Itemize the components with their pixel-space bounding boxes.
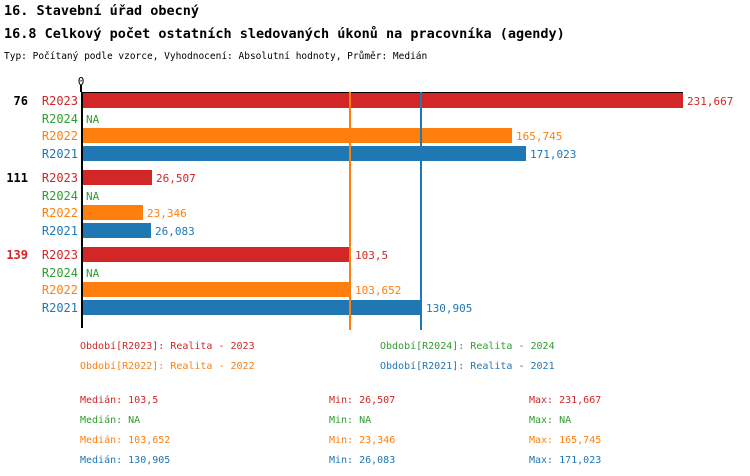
group-label: 139	[6, 248, 28, 262]
bar-value-label: NA	[86, 267, 100, 280]
bar-R2021	[83, 146, 526, 161]
bar-value-label: 103,5	[355, 249, 389, 262]
stat-max-R2022: Max: 165,745	[529, 435, 602, 446]
bar-R2021	[83, 223, 151, 238]
stat-median-R2024: Medián: NA	[80, 415, 141, 426]
stat-median-R2021: Medián: 130,905	[80, 455, 171, 466]
median-line-R2021	[420, 92, 422, 330]
indicator-title: 16.8 Celkový počet ostatních sledovaných…	[4, 26, 565, 42]
bar-value-label: 26,083	[155, 225, 195, 238]
stat-max-R2023: Max: 231,667	[529, 395, 602, 406]
bar-value-label: 26,507	[156, 172, 196, 185]
bar-R2023	[83, 93, 683, 108]
group-label: 76	[13, 94, 28, 108]
row-label-R2021: R2021	[41, 301, 78, 315]
row-label-R2023: R2023	[41, 248, 78, 262]
stat-max-R2024: Max: NA	[529, 415, 572, 426]
axis-left-line	[81, 92, 83, 328]
stat-min-R2024: Min: NA	[329, 415, 372, 426]
axis-zero-tick	[80, 85, 82, 92]
row-label-R2023: R2023	[41, 94, 78, 108]
bar-R2023	[83, 170, 152, 185]
stat-min-R2022: Min: 23,346	[329, 435, 396, 446]
row-label-R2021: R2021	[41, 147, 78, 161]
bar-value-label: 23,346	[147, 207, 187, 220]
legend-item-R2024: Období[R2024]: Realita - 2024	[380, 341, 555, 352]
median-line-R2022	[349, 92, 351, 330]
axis-zero-label: 0	[77, 75, 85, 88]
bar-value-label: 231,667	[687, 95, 734, 108]
bar-R2022	[83, 205, 143, 220]
group-label: 111	[6, 171, 28, 185]
bar-value-label: NA	[86, 190, 100, 203]
bar-value-label: 103,652	[355, 284, 402, 297]
bar-R2022	[83, 128, 512, 143]
bar-value-label: 130,905	[426, 302, 473, 315]
row-label-R2021: R2021	[41, 224, 78, 238]
bar-R2021	[83, 300, 422, 315]
bar-value-label: NA	[86, 113, 100, 126]
row-label-R2022: R2022	[41, 129, 78, 143]
row-label-R2024: R2024	[41, 266, 78, 280]
bar-R2023	[83, 247, 351, 262]
report-meta: Typ: Počítaný podle vzorce, Vyhodnocení:…	[4, 51, 428, 62]
stat-median-R2023: Medián: 103,5	[80, 395, 159, 406]
stat-min-R2021: Min: 26,083	[329, 455, 396, 466]
bar-value-label: 171,023	[530, 148, 577, 161]
legend-item-R2022: Období[R2022]: Realita - 2022	[80, 361, 255, 372]
bar-R2022	[83, 282, 351, 297]
legend-item-R2023: Období[R2023]: Realita - 2023	[80, 341, 255, 352]
row-label-R2024: R2024	[41, 189, 78, 203]
stat-median-R2022: Medián: 103,652	[80, 435, 171, 446]
row-label-R2022: R2022	[41, 283, 78, 297]
report-title: 16. Stavební úřad obecný	[4, 3, 200, 19]
row-label-R2023: R2023	[41, 171, 78, 185]
bar-value-label: 165,745	[516, 130, 563, 143]
stat-max-R2021: Max: 171,023	[529, 455, 602, 466]
stat-min-R2023: Min: 26,507	[329, 395, 396, 406]
row-label-R2024: R2024	[41, 112, 78, 126]
legend-item-R2021: Období[R2021]: Realita - 2021	[380, 361, 555, 372]
row-label-R2022: R2022	[41, 206, 78, 220]
